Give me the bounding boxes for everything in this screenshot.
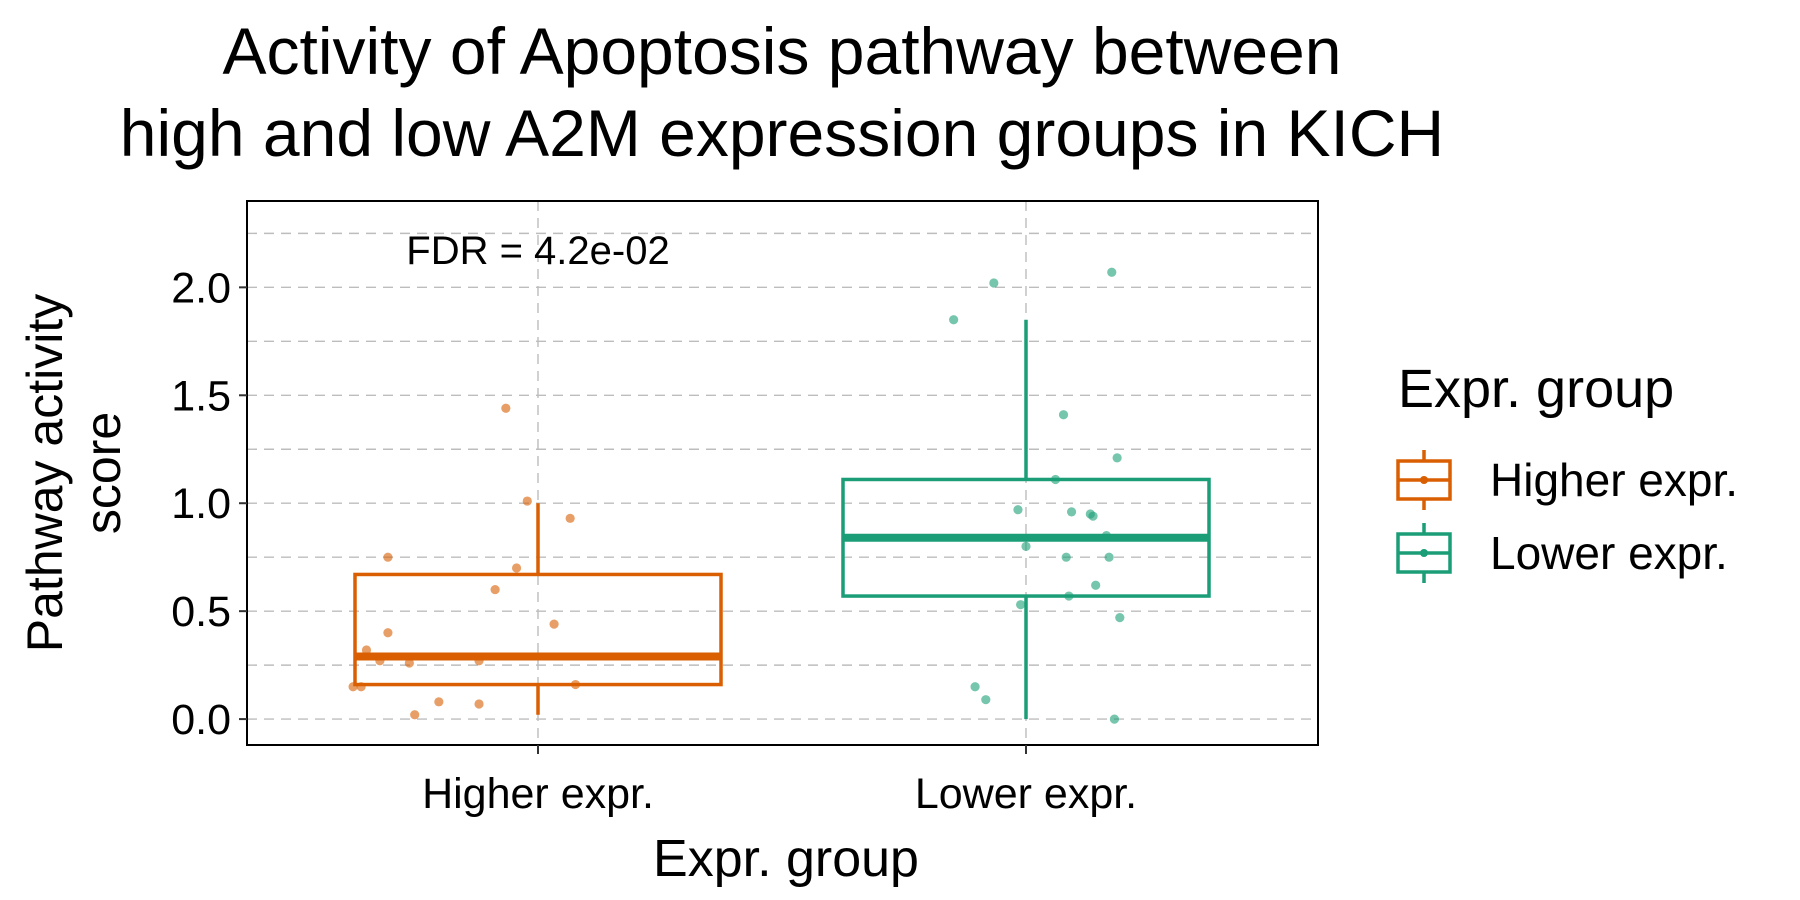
data-point [511, 563, 522, 573]
data-point [348, 682, 358, 692]
y-tick-label: 1.5 [171, 372, 231, 420]
data-point [1064, 591, 1074, 601]
data-point [970, 682, 980, 692]
data-point [1101, 531, 1111, 541]
data-point [981, 695, 991, 705]
y-tick-label: 0.0 [171, 696, 231, 744]
y-axis: 0.0 0.5 1.0 1.5 2.0 [171, 264, 247, 744]
data-point [383, 552, 393, 562]
data-point [501, 403, 511, 413]
legend-item-1: Higher expr. [1396, 450, 1738, 510]
legend-key-point [1420, 549, 1428, 557]
data-point [474, 656, 484, 666]
legend-items: Higher expr. Lower expr. [1396, 450, 1738, 583]
data-point [1013, 505, 1023, 515]
box-2 [841, 319, 1211, 720]
box-1 [353, 503, 723, 715]
data-point [1016, 600, 1026, 610]
data-point [383, 628, 393, 638]
box-layer [353, 319, 1211, 720]
y-tick-label: 1.0 [171, 480, 231, 528]
data-point [1021, 541, 1031, 551]
x-axis-label: Expr. group [653, 830, 919, 888]
data-point [549, 619, 559, 629]
data-point [1088, 511, 1098, 521]
legend-label: Lower expr. [1490, 527, 1728, 579]
y-tick-label: 0.5 [171, 588, 231, 636]
data-point [1066, 507, 1077, 517]
data-point [490, 584, 500, 595]
plot-panel: FDR = 4.2e-02 [246, 200, 1319, 746]
data-point [1050, 474, 1061, 485]
data-point [434, 697, 444, 707]
data-point [949, 315, 959, 325]
box-iqr [353, 572, 723, 687]
data-point [1058, 410, 1069, 420]
data-point [404, 658, 414, 668]
points-layer [348, 267, 1125, 724]
legend-label: Higher expr. [1490, 454, 1738, 506]
legend-item-2: Lower expr. [1396, 523, 1728, 583]
x-tick-label: Lower expr. [915, 770, 1137, 818]
data-point [1109, 714, 1120, 724]
legend: Expr. group Higher expr. Lower expr. [1396, 359, 1738, 583]
y-axis-label: Pathway activityscore [17, 294, 131, 652]
legend-title: Expr. group [1398, 359, 1674, 419]
fdr-annotation: FDR = 4.2e-02 [406, 229, 669, 273]
data-point [410, 710, 420, 720]
data-point [1061, 552, 1071, 562]
data-point [1107, 267, 1117, 277]
data-point [361, 645, 372, 655]
chart-title: Activity of Apoptosis pathway between hig… [120, 14, 1444, 170]
panel-border [246, 200, 1319, 746]
data-point [1115, 613, 1125, 623]
y-tick-label: 2.0 [171, 264, 231, 312]
data-point [522, 496, 532, 506]
data-point [375, 656, 385, 666]
data-point [565, 513, 575, 523]
x-axis: Higher expr. Lower expr. [422, 745, 1137, 818]
legend-key-point [1420, 476, 1428, 484]
data-point [570, 679, 581, 690]
data-point [1091, 580, 1101, 590]
data-point [1104, 552, 1114, 562]
x-tick-label: Higher expr. [422, 770, 654, 818]
data-point [356, 682, 366, 692]
data-point [474, 699, 484, 709]
data-point [989, 278, 999, 288]
data-point [1112, 453, 1122, 463]
